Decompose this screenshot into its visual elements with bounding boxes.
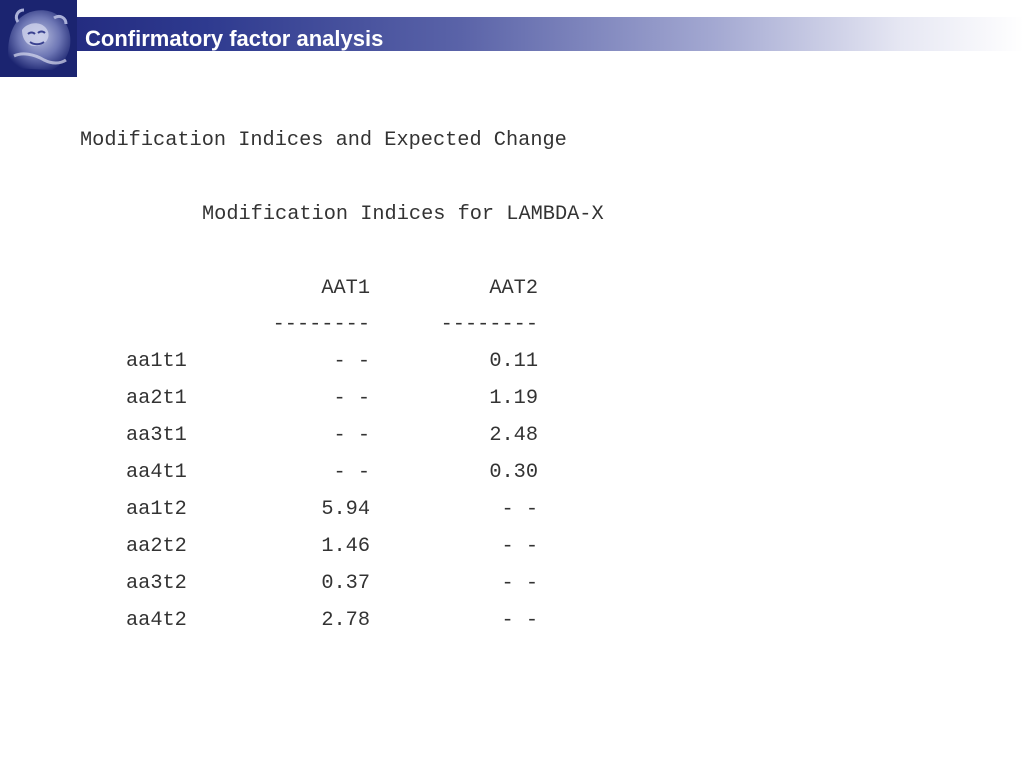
cell-aat1: 0.37 [321, 572, 370, 595]
cell-aat1: - - [333, 424, 370, 447]
cell-aat2: - - [501, 535, 538, 558]
table-row: aa3t2 0.37 - - [0, 572, 1024, 596]
table-row: aa3t1 - - 2.48 [0, 424, 1024, 448]
cell-aat1: - - [333, 350, 370, 373]
cell-aat1: - - [333, 461, 370, 484]
table-row: aa2t2 1.46 - - [0, 535, 1024, 559]
cell-aat2: - - [501, 498, 538, 521]
column-header-aat2: AAT2 [489, 277, 538, 300]
row-label: aa4t1 [126, 461, 187, 484]
cell-aat2: 2.48 [489, 424, 538, 447]
cell-aat2: 0.30 [489, 461, 538, 484]
cell-aat1: 1.46 [321, 535, 370, 558]
cell-aat2: - - [501, 572, 538, 595]
row-label: aa3t2 [126, 572, 187, 595]
cell-aat1: 5.94 [321, 498, 370, 521]
row-label: aa3t1 [126, 424, 187, 447]
title-bar [0, 17, 1024, 51]
row-label: aa2t2 [126, 535, 187, 558]
cell-aat1: - - [333, 387, 370, 410]
table-subheading: Modification Indices for LAMBDA-X [202, 203, 604, 226]
table-row: aa4t2 2.78 - - [0, 609, 1024, 633]
table-row: aa1t1 - - 0.11 [0, 350, 1024, 374]
table-row: aa4t1 - - 0.30 [0, 461, 1024, 485]
cell-aat2: - - [501, 609, 538, 632]
slide-title: Confirmatory factor analysis [85, 26, 384, 51]
column-separator-aat1: -------- [272, 313, 370, 336]
cell-aat2: 0.11 [489, 350, 538, 373]
row-label: aa4t2 [126, 609, 187, 632]
column-separator-aat2: -------- [440, 313, 538, 336]
column-header-aat1: AAT1 [321, 277, 370, 300]
lion-statue-icon [0, 0, 77, 77]
cell-aat1: 2.78 [321, 609, 370, 632]
row-label: aa1t1 [126, 350, 187, 373]
table-row: aa2t1 - - 1.19 [0, 387, 1024, 411]
row-label: aa1t2 [126, 498, 187, 521]
cell-aat2: 1.19 [489, 387, 538, 410]
row-label: aa2t1 [126, 387, 187, 410]
section-heading: Modification Indices and Expected Change [80, 129, 567, 152]
table-row: aa1t2 5.94 - - [0, 498, 1024, 522]
